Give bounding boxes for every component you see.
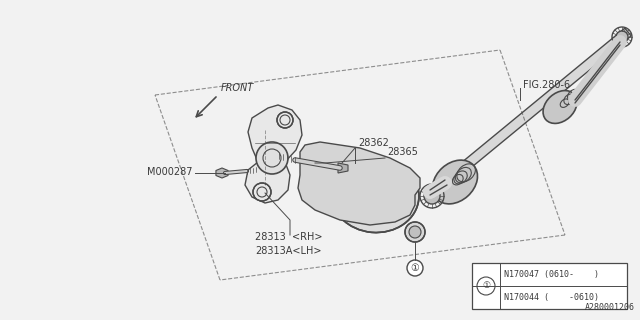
Polygon shape	[245, 105, 302, 203]
Circle shape	[374, 165, 384, 175]
Text: FRONT: FRONT	[221, 83, 254, 93]
Text: 28365: 28365	[387, 147, 418, 157]
Text: M000287: M000287	[147, 167, 192, 177]
Circle shape	[349, 208, 359, 218]
Circle shape	[256, 142, 288, 174]
Polygon shape	[298, 142, 420, 225]
Circle shape	[407, 260, 423, 276]
Ellipse shape	[433, 160, 477, 204]
Text: ①: ①	[482, 282, 490, 291]
Text: A280001206: A280001206	[585, 303, 635, 312]
Circle shape	[277, 112, 293, 128]
Circle shape	[399, 186, 410, 196]
Circle shape	[343, 179, 353, 189]
Text: N170047 (0610-    ): N170047 (0610- )	[504, 270, 599, 279]
Text: 28313A<LH>: 28313A<LH>	[255, 246, 321, 256]
Circle shape	[424, 188, 440, 204]
Polygon shape	[338, 163, 348, 173]
Ellipse shape	[356, 179, 394, 211]
Text: 28362: 28362	[358, 138, 389, 148]
Circle shape	[263, 149, 281, 167]
Text: FIG.280-6: FIG.280-6	[523, 80, 570, 90]
Circle shape	[409, 226, 421, 238]
FancyBboxPatch shape	[472, 263, 627, 309]
Circle shape	[477, 277, 495, 295]
Circle shape	[405, 222, 425, 242]
Circle shape	[616, 31, 628, 43]
Ellipse shape	[543, 91, 577, 124]
Circle shape	[253, 183, 271, 201]
Ellipse shape	[331, 157, 419, 233]
Text: N170044 (    -0610): N170044 ( -0610)	[504, 293, 599, 302]
Text: 28313  <RH>: 28313 <RH>	[255, 232, 323, 242]
Circle shape	[384, 212, 394, 222]
Text: ①: ①	[411, 263, 419, 273]
Polygon shape	[427, 28, 631, 199]
Polygon shape	[216, 168, 228, 178]
Ellipse shape	[366, 188, 384, 203]
